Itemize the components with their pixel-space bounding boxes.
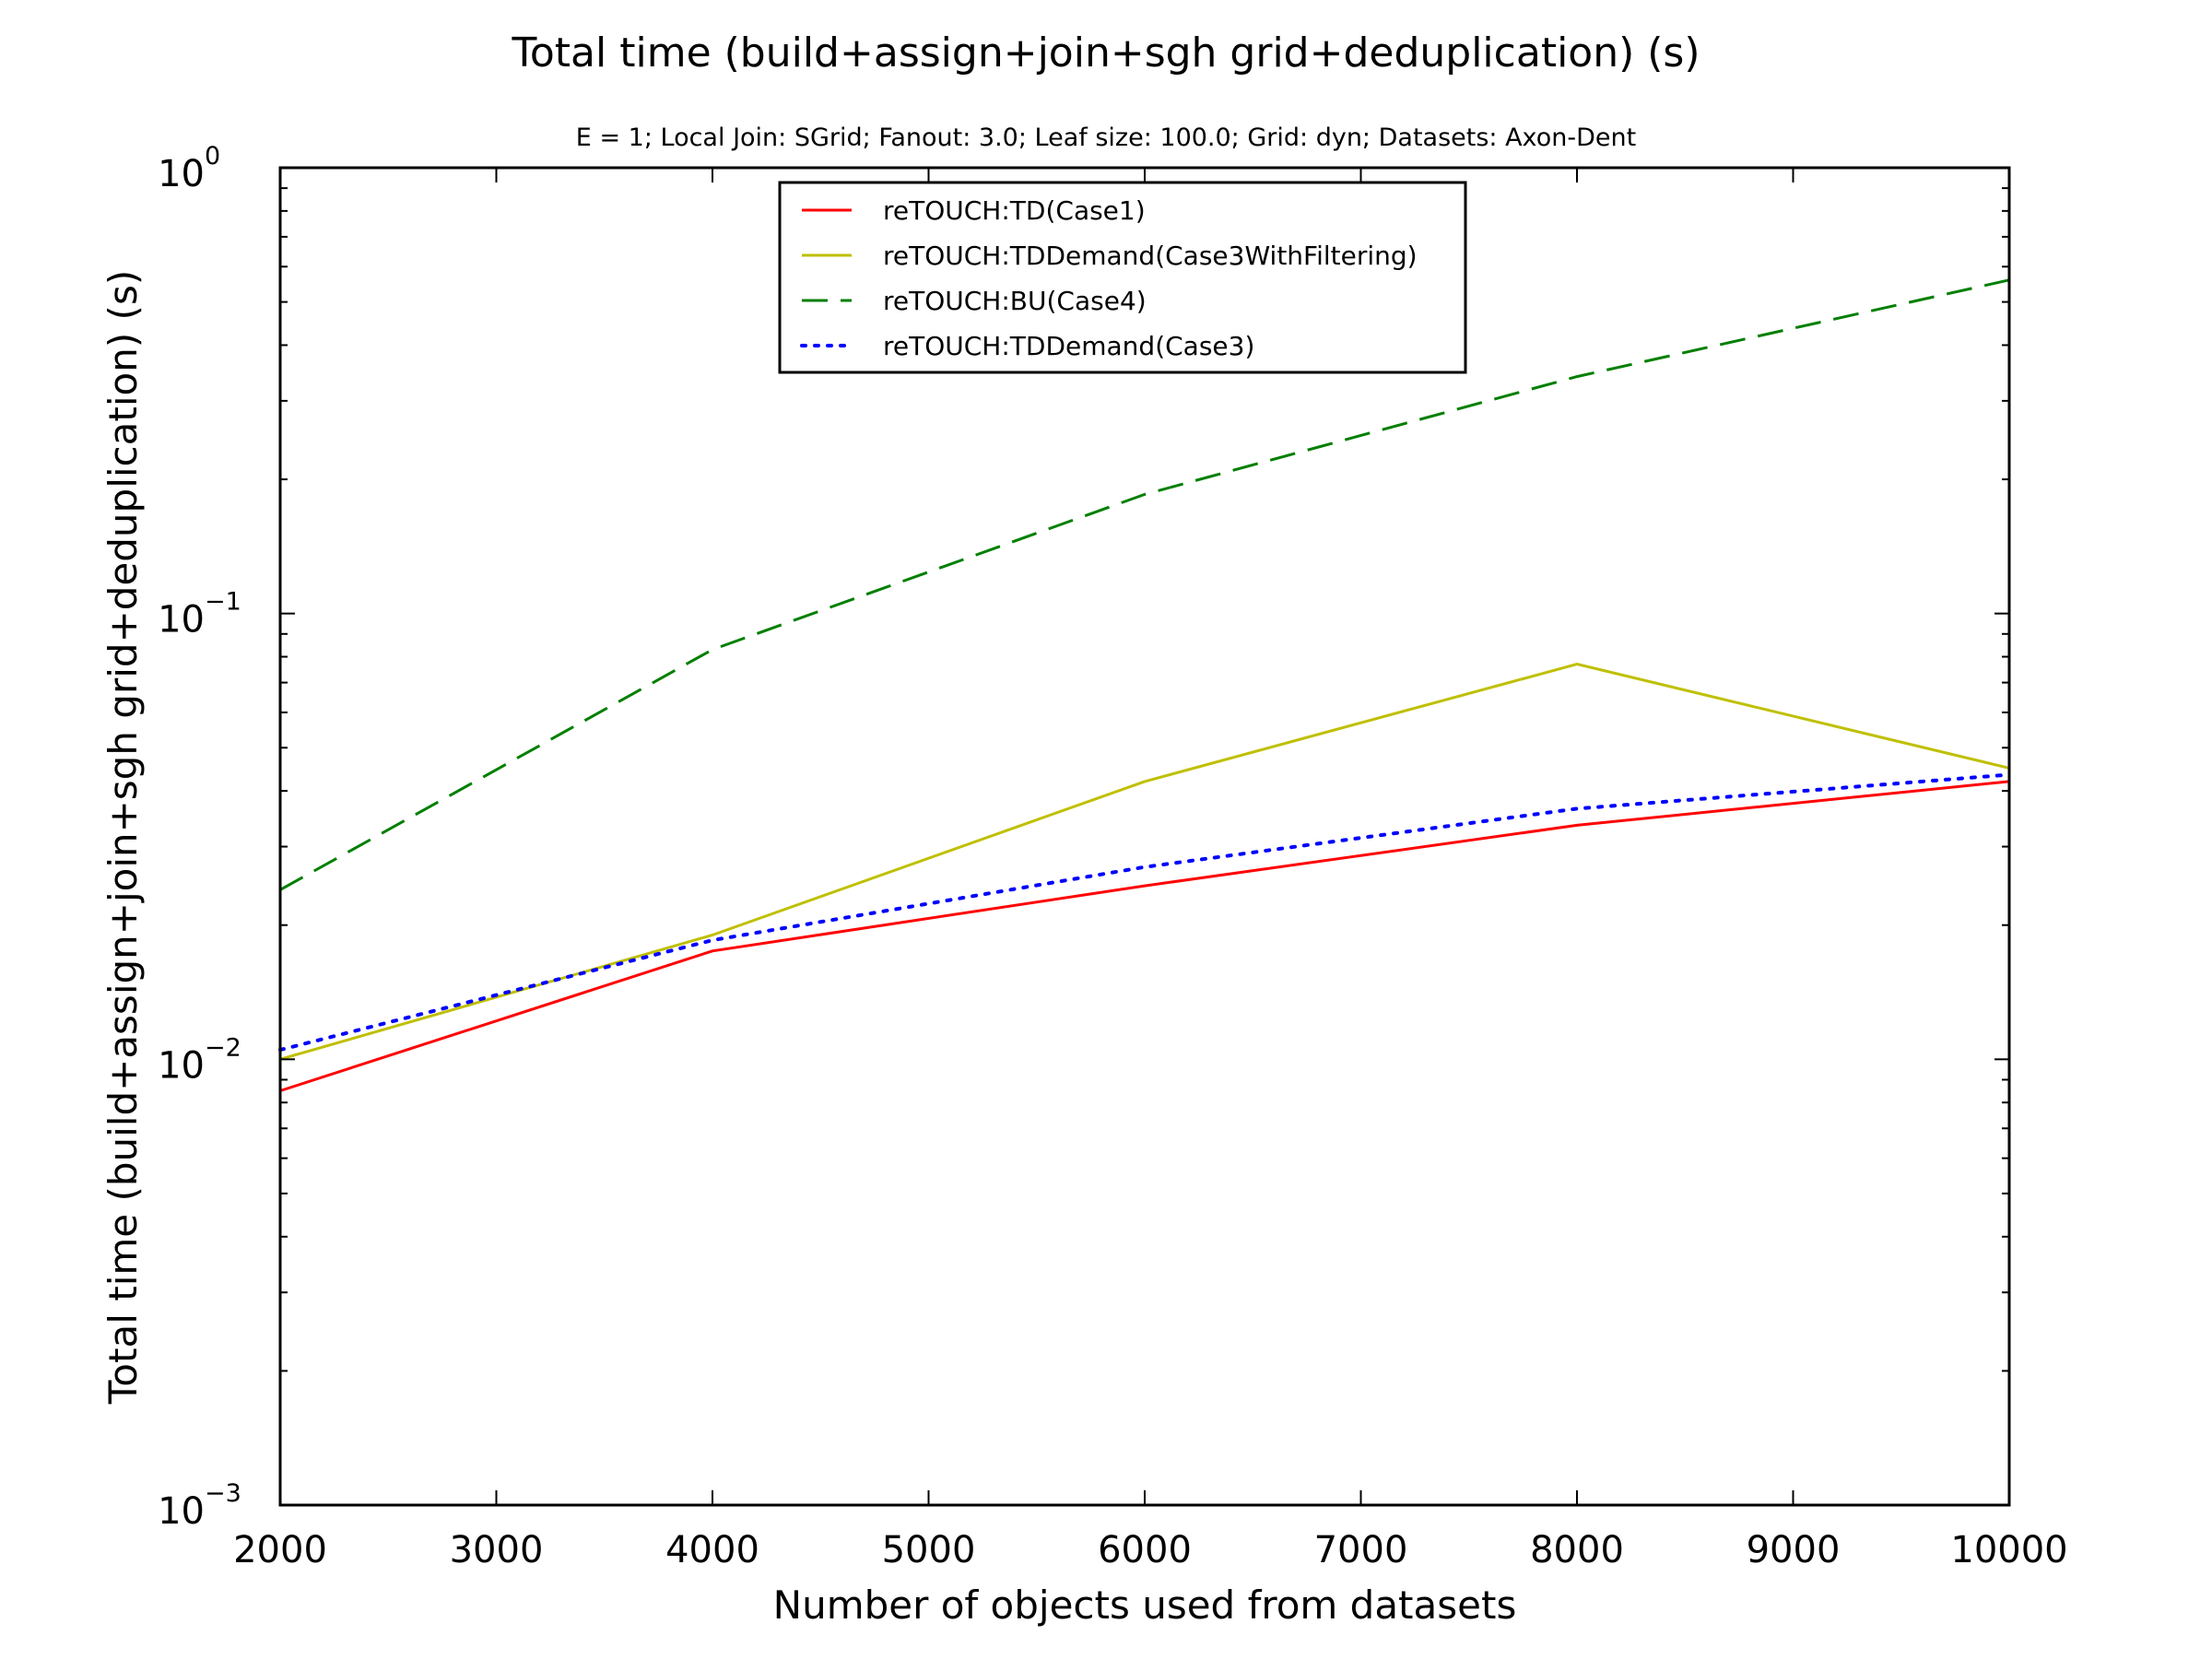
y-tick-label: 10 −3 xyxy=(158,1479,241,1533)
y-tick-base: 10 xyxy=(158,153,205,195)
series-line-4 xyxy=(278,772,2011,1053)
x-tick-label: 6000 xyxy=(1098,1529,1192,1571)
x-tick-label: 8000 xyxy=(1530,1529,1624,1571)
legend: reTOUCH:TD(Case1) reTOUCH:TDDemand(Case3W… xyxy=(778,181,1467,374)
chart-subtitle: E = 1; Local Join: SGrid; Fanout: 3.0; L… xyxy=(576,124,1636,152)
y-tick-label: 10 −2 xyxy=(158,1033,241,1087)
x-tick-label: 10000 xyxy=(1950,1529,2067,1571)
y-axis-label: Total time (build+assign+join+sgh grid+d… xyxy=(100,270,146,1405)
x-tick-label: 4000 xyxy=(665,1529,759,1571)
y-tick-base: 10 xyxy=(158,1044,205,1087)
legend-item: reTOUCH:TDDemand(Case3) xyxy=(800,331,1254,361)
legend-label: reTOUCH:BU(Case4) xyxy=(883,286,1147,316)
x-axis-label: Number of objects used from datasets xyxy=(773,1583,1517,1628)
x-tick-label: 5000 xyxy=(882,1529,976,1571)
y-tick-exponent: 0 xyxy=(205,142,220,171)
series-line-2 xyxy=(279,663,2010,1061)
y-tick-label: 10 0 xyxy=(158,142,220,195)
plot-frame xyxy=(278,166,2011,1507)
legend-label: reTOUCH:TD(Case1) xyxy=(883,195,1146,226)
x-tick-label: 7000 xyxy=(1314,1529,1408,1571)
y-tick-exponent: −2 xyxy=(205,1033,241,1062)
series-line-3 xyxy=(279,278,2010,891)
legend-label: reTOUCH:TDDemand(Case3WithFiltering) xyxy=(883,241,1418,271)
legend-label: reTOUCH:TDDemand(Case3) xyxy=(883,331,1254,361)
legend-item: reTOUCH:TDDemand(Case3WithFiltering) xyxy=(802,241,1418,271)
legend-item: reTOUCH:BU(Case4) xyxy=(802,286,1147,316)
x-tick-label: 9000 xyxy=(1747,1529,1841,1571)
legend-item: reTOUCH:TD(Case1) xyxy=(802,195,1146,226)
x-tick-label: 2000 xyxy=(233,1529,327,1571)
x-tick-label: 3000 xyxy=(450,1529,544,1571)
legend-box xyxy=(778,181,1467,374)
plot-area xyxy=(278,278,2011,1092)
y-tick-exponent: −3 xyxy=(205,1479,241,1508)
y-tick-label: 10 −1 xyxy=(158,588,241,641)
y-tick-base: 10 xyxy=(158,599,205,641)
chart-title: Total time (build+assign+join+sgh grid+d… xyxy=(511,29,1700,76)
y-tick-base: 10 xyxy=(158,1490,205,1533)
series-line-1 xyxy=(279,780,2010,1092)
y-tick-exponent: −1 xyxy=(205,588,241,617)
